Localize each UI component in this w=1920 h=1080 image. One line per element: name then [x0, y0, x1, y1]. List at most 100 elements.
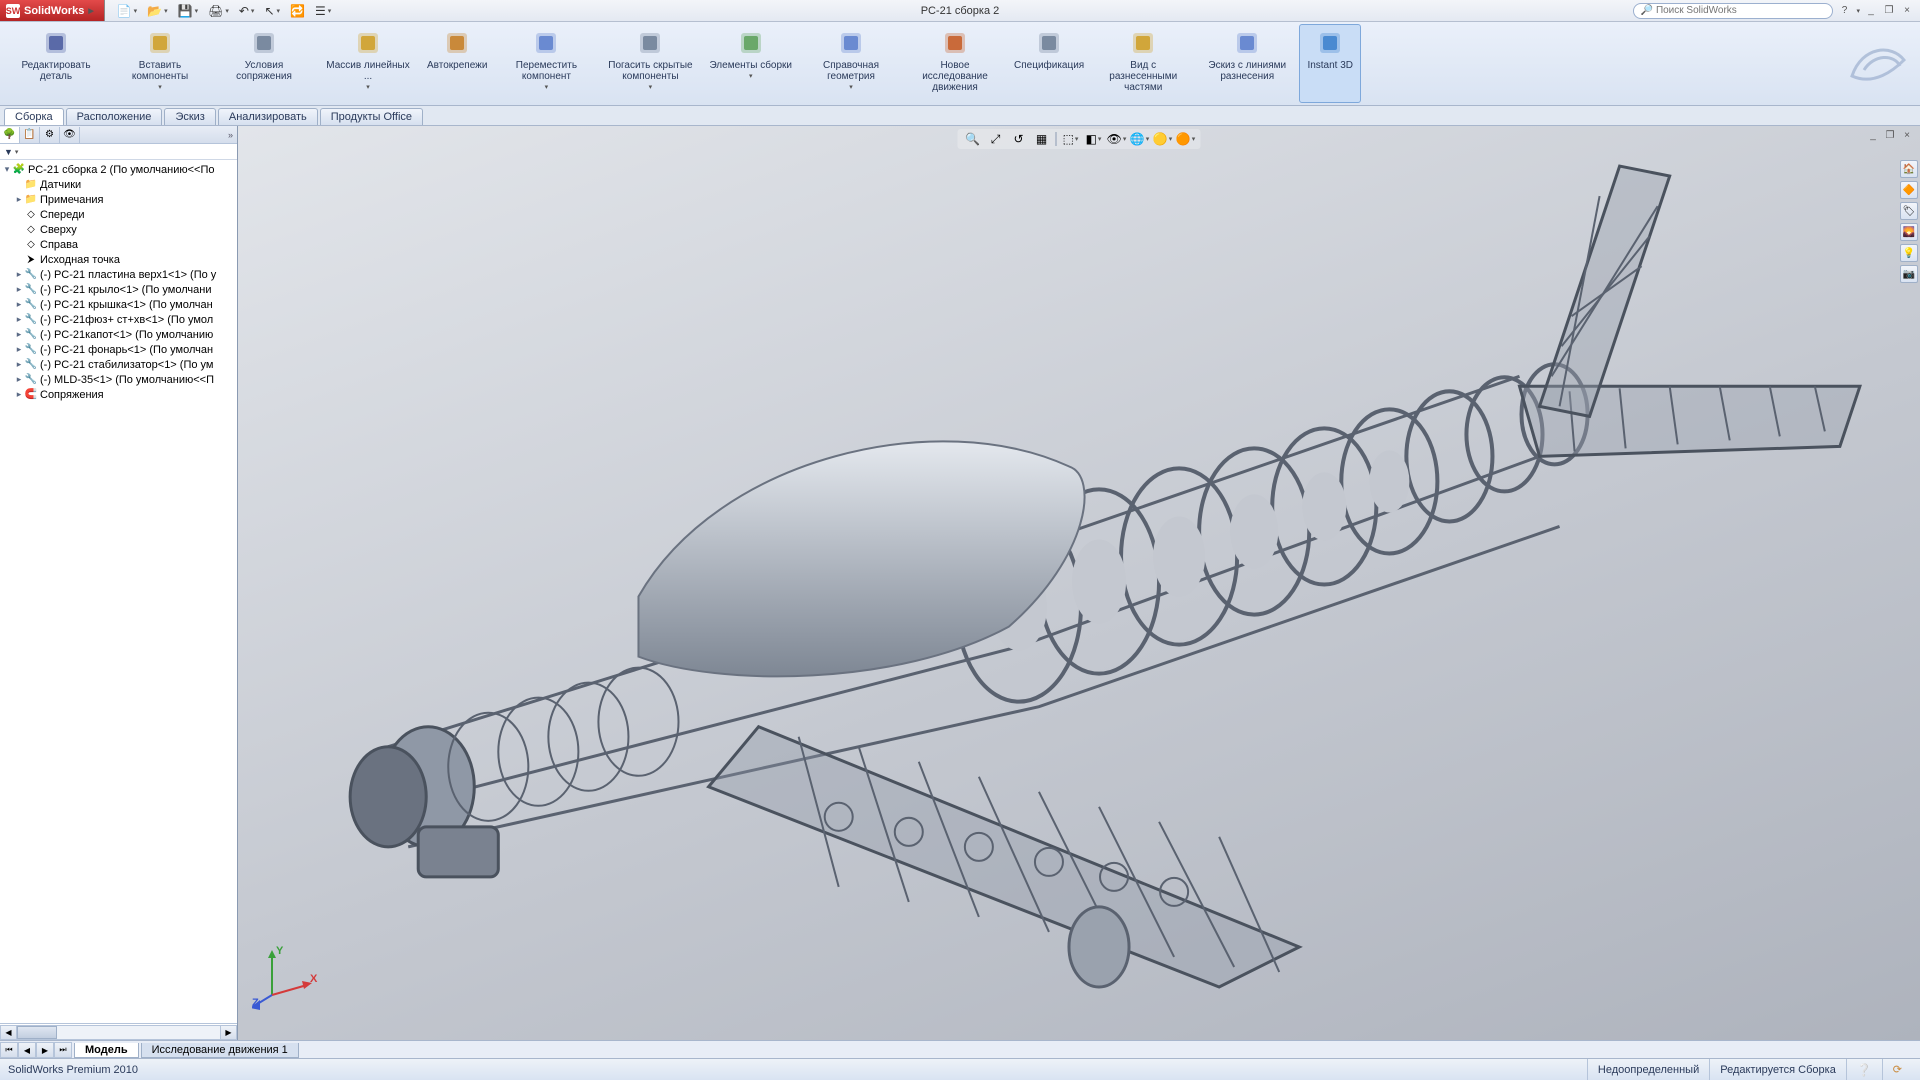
- tree-item[interactable]: ◇Сверху: [0, 222, 237, 237]
- exploded-view-icon: [1128, 28, 1158, 58]
- expand-icon[interactable]: ▾: [2, 164, 12, 175]
- status-help-icon[interactable]: ❔: [1846, 1059, 1882, 1080]
- folder-icon: 📁: [24, 194, 38, 205]
- tree-item[interactable]: ▾🧩РС-21 сборка 2 (По умолчанию<<По: [0, 162, 237, 177]
- status-rebuild-icon[interactable]: ⟳: [1882, 1059, 1912, 1080]
- print-button[interactable]: 🖨▾: [206, 3, 231, 19]
- tab-layout[interactable]: Расположение: [66, 108, 163, 125]
- fm-tab-display[interactable]: 👁: [60, 127, 80, 143]
- rebuild-button[interactable]: 🔁: [288, 3, 307, 19]
- app-menu-dropdown-icon[interactable]: ▶: [88, 7, 93, 15]
- feature-tree-hscrollbar[interactable]: ◀ ▶: [0, 1023, 237, 1040]
- tab-nav-first[interactable]: ⏮: [0, 1042, 18, 1058]
- dropdown-icon: ▾: [328, 7, 332, 15]
- insert-components-button[interactable]: Вставить компоненты▾: [108, 24, 212, 103]
- edit-part-button[interactable]: Редактировать деталь: [4, 24, 108, 103]
- smart-fasteners-button[interactable]: Автокрепежи: [420, 24, 494, 103]
- expand-icon[interactable]: ▸: [14, 329, 24, 340]
- search-box[interactable]: 🔎: [1633, 3, 1833, 19]
- tab-assembly[interactable]: Сборка: [4, 108, 64, 125]
- tab-sketch[interactable]: Эскиз: [164, 108, 215, 125]
- tab-nav-next[interactable]: ▶: [36, 1042, 54, 1058]
- new-motion-study-button[interactable]: Новое исследование движения: [903, 24, 1007, 103]
- scroll-thumb[interactable]: [17, 1026, 57, 1039]
- open-button[interactable]: 📂▾: [145, 3, 169, 19]
- tree-item[interactable]: ▸🧲Сопряжения: [0, 387, 237, 402]
- close-button[interactable]: ×: [1900, 4, 1914, 18]
- search-input[interactable]: [1656, 5, 1827, 16]
- tree-item-label: Датчики: [40, 179, 81, 191]
- dropdown-icon: ▾: [277, 7, 281, 15]
- hide-components-button[interactable]: Погасить скрытые компоненты▾: [598, 24, 702, 103]
- new-button[interactable]: 📄▾: [115, 3, 139, 19]
- plane-icon: ◇: [24, 239, 38, 250]
- scroll-track[interactable]: [17, 1025, 220, 1040]
- tree-item[interactable]: ▸🔧(-) РС-21капот<1> (По умолчанию: [0, 327, 237, 342]
- expand-icon[interactable]: ▸: [14, 269, 24, 280]
- tree-item[interactable]: ◇Справа: [0, 237, 237, 252]
- expand-icon[interactable]: ▸: [14, 299, 24, 310]
- restore-button[interactable]: ❐: [1882, 4, 1896, 18]
- help-dropdown-icon[interactable]: ▾: [1856, 7, 1860, 15]
- assembly-features-button[interactable]: Элементы сборки▾: [702, 24, 799, 103]
- dropdown-icon: ▾: [649, 83, 653, 91]
- bom-icon: [1034, 28, 1064, 58]
- tree-item[interactable]: ▸🔧(-) РС-21 пластина верх1<1> (По у: [0, 267, 237, 282]
- expand-icon[interactable]: ▸: [14, 359, 24, 370]
- tab-analyze[interactable]: Анализировать: [218, 108, 318, 125]
- tree-item-label: Примечания: [40, 194, 104, 206]
- explode-lines-button[interactable]: Эскиз с линиями разнесения: [1195, 24, 1299, 103]
- tree-item[interactable]: ▸🔧(-) РС-21 крышка<1> (По умолчан: [0, 297, 237, 312]
- fm-tab-config[interactable]: ⚙: [40, 127, 60, 143]
- exploded-view-button[interactable]: Вид с разнесенными частями: [1091, 24, 1195, 103]
- tree-item[interactable]: ⮞Исходная точка: [0, 252, 237, 267]
- minimize-button[interactable]: _: [1864, 4, 1878, 18]
- expand-icon[interactable]: ▸: [14, 389, 24, 400]
- fm-tab-tree[interactable]: 🌳: [0, 127, 20, 143]
- tab-office[interactable]: Продукты Office: [320, 108, 423, 125]
- tab-nav-last[interactable]: ⏭: [54, 1042, 72, 1058]
- fm-collapse-icon[interactable]: »: [224, 130, 237, 140]
- status-bar: SolidWorks Premium 2010 Недоопределенный…: [0, 1058, 1920, 1080]
- expand-icon[interactable]: ▸: [14, 374, 24, 385]
- insert-components-label: Вставить компоненты: [115, 60, 205, 82]
- dropdown-icon: ▾: [134, 7, 138, 15]
- tree-item[interactable]: ▸🔧(-) РС-21 крыло<1> (По умолчани: [0, 282, 237, 297]
- tab-motion-study[interactable]: Исследование движения 1: [141, 1043, 299, 1058]
- tab-model[interactable]: Модель: [74, 1043, 139, 1058]
- reference-geom-button[interactable]: Справочная геометрия▾: [799, 24, 903, 103]
- instant3d-button[interactable]: Instant 3D: [1299, 24, 1361, 103]
- expand-icon[interactable]: ▸: [14, 314, 24, 325]
- scroll-left-button[interactable]: ◀: [0, 1025, 17, 1040]
- scroll-right-button[interactable]: ▶: [220, 1025, 237, 1040]
- bom-button[interactable]: Спецификация: [1007, 24, 1091, 103]
- expand-icon[interactable]: ▸: [14, 194, 24, 205]
- expand-icon[interactable]: ▸: [14, 344, 24, 355]
- tree-item[interactable]: ▸🔧(-) MLD-35<1> (По умолчанию<<П: [0, 372, 237, 387]
- tree-item[interactable]: ▸🔧(-) РС-21фюз+ ст+хв<1> (По умол: [0, 312, 237, 327]
- tree-item-label: (-) РС-21капот<1> (По умолчанию: [40, 329, 213, 341]
- mate-conditions-label: Условия сопряжения: [219, 60, 309, 82]
- graphics-viewport[interactable]: 🔍⤢↺▦⬚▾◧▾👁▾🌐▾🟡▾🟠▾ _ ❐ × 🏠🔶🏷🌄💡📷: [238, 126, 1920, 1040]
- mate-conditions-button[interactable]: Условия сопряжения: [212, 24, 316, 103]
- tree-item[interactable]: ▸🔧(-) РС-21 стабилизатор<1> (По ум: [0, 357, 237, 372]
- select-button[interactable]: ↖▾: [262, 3, 282, 19]
- options-button[interactable]: ☰▾: [313, 3, 333, 19]
- tree-item[interactable]: ▸🔧(-) РС-21 фонарь<1> (По умолчан: [0, 342, 237, 357]
- tab-nav-prev[interactable]: ◀: [18, 1042, 36, 1058]
- move-component-button[interactable]: Переместить компонент▾: [494, 24, 598, 103]
- save-button[interactable]: 💾▾: [176, 3, 200, 19]
- undo-button[interactable]: ↶▾: [237, 3, 257, 19]
- tree-item[interactable]: ▸📁Примечания: [0, 192, 237, 207]
- svg-text:Y: Y: [276, 945, 284, 957]
- document-tabs: ⏮ ◀ ▶ ⏭ Модель Исследование движения 1: [0, 1040, 1920, 1058]
- expand-icon[interactable]: ▸: [14, 284, 24, 295]
- tree-item[interactable]: ◇Спереди: [0, 207, 237, 222]
- tree-item-label: (-) РС-21 крыло<1> (По умолчани: [40, 284, 211, 296]
- linear-pattern-button[interactable]: Массив линейных ...▾: [316, 24, 420, 103]
- help-button[interactable]: ?: [1837, 4, 1851, 18]
- fm-tab-property[interactable]: 📋: [20, 127, 40, 143]
- feature-tree[interactable]: ▾🧩РС-21 сборка 2 (По умолчанию<<По📁Датчи…: [0, 160, 237, 1023]
- tree-item[interactable]: 📁Датчики: [0, 177, 237, 192]
- feature-filter[interactable]: ▼ ▾: [0, 144, 237, 160]
